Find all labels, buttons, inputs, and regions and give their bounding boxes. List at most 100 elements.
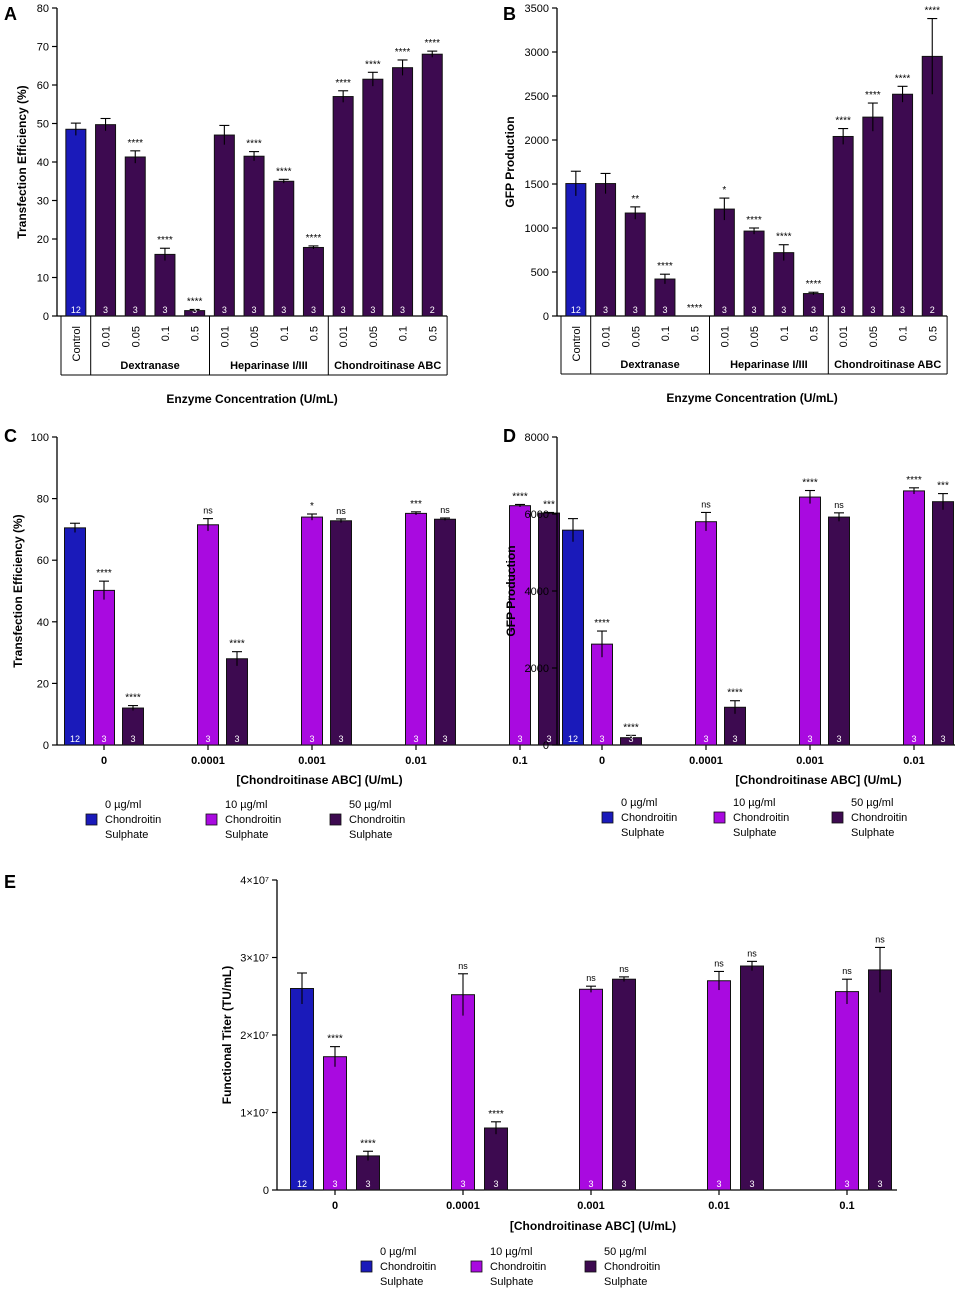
y-tick-label-B: 500 xyxy=(531,267,549,279)
x-tick-label-B: 0.1 xyxy=(660,326,672,341)
significance-label-E: ns xyxy=(619,964,629,974)
significance-label-C: *** xyxy=(543,499,555,510)
x-axis-title-E: [Chondroitinase ABC] (U/mL) xyxy=(510,1219,676,1233)
sample-size-label-E: 3 xyxy=(332,1179,337,1189)
bar-A xyxy=(392,67,414,317)
x-tick-label-C: 0.01 xyxy=(405,755,426,767)
bar-B xyxy=(595,183,617,317)
bar-E xyxy=(323,1056,347,1191)
y-tick-label-D: 2000 xyxy=(525,663,549,675)
x-tick-label-C: 0.0001 xyxy=(191,755,225,767)
legend-swatch-C xyxy=(329,813,342,826)
y-tick-label-B: 2500 xyxy=(525,91,549,103)
y-tick-label-C: 20 xyxy=(37,678,49,690)
x-tick-label-B: 0.5 xyxy=(927,326,939,341)
legend-label-C: Sulphate xyxy=(349,829,392,841)
significance-label-A: **** xyxy=(365,59,381,70)
sample-size-label-D: 3 xyxy=(807,734,812,744)
significance-label-A: **** xyxy=(246,139,262,150)
legend-swatch-C xyxy=(205,813,218,826)
x-axis-title-D: [Chondroitinase ABC] (U/mL) xyxy=(735,773,901,787)
significance-label-B: **** xyxy=(806,279,822,290)
sample-size-label-C: 3 xyxy=(338,734,343,744)
x-tick-label-A: 0.05 xyxy=(368,326,380,347)
legend-swatch-E xyxy=(470,1260,483,1273)
bar-A xyxy=(243,155,265,317)
legend-label-C: Sulphate xyxy=(225,829,268,841)
x-tick-label-A: 0.5 xyxy=(190,326,202,341)
x-axis-title-A: Enzyme Concentration (U/mL) xyxy=(166,392,337,406)
y-tick-label-E: 4×10⁷ xyxy=(240,875,269,887)
sample-size-label-B: 3 xyxy=(722,305,727,315)
sample-size-label-D: 3 xyxy=(732,734,737,744)
bar-B xyxy=(565,183,587,317)
bar-E xyxy=(290,988,314,1191)
legend-label-E: Sulphate xyxy=(604,1276,647,1288)
x-tick-label-B: 0.05 xyxy=(868,326,880,347)
significance-label-B: **** xyxy=(924,6,940,17)
sample-size-label-E: 3 xyxy=(844,1179,849,1189)
y-tick-label-B: 3000 xyxy=(525,47,549,59)
x-tick-label-E: 0.1 xyxy=(839,1200,854,1212)
x-tick-label-A: 0.1 xyxy=(398,326,410,341)
bar-A xyxy=(421,53,443,317)
x-tick-label-B: Control xyxy=(571,326,583,361)
bar-E xyxy=(835,991,859,1191)
x-tick-label-B: 0.5 xyxy=(690,326,702,341)
bar-A xyxy=(65,128,87,317)
significance-label-A: **** xyxy=(127,138,143,149)
bar-B xyxy=(713,208,735,317)
y-tick-label-B: 1000 xyxy=(525,223,549,235)
sample-size-label-B: 3 xyxy=(633,305,638,315)
sample-size-label-A: 3 xyxy=(222,305,227,315)
sample-size-label-C: 3 xyxy=(205,734,210,744)
significance-label-D: **** xyxy=(623,722,639,733)
significance-label-E: ns xyxy=(747,948,757,958)
y-tick-label-C: 80 xyxy=(37,494,49,506)
group-label-A: Chondroitinase ABC xyxy=(334,360,441,372)
significance-label-C: ns xyxy=(336,506,346,516)
legend-label-E: Chondroitin xyxy=(380,1261,436,1273)
legend-label-D: Chondroitin xyxy=(733,812,789,824)
sample-size-label-A: 3 xyxy=(103,305,108,315)
bar-C xyxy=(64,527,86,746)
sample-size-label-C: 3 xyxy=(130,734,135,744)
sample-size-label-C: 3 xyxy=(442,734,447,744)
significance-label-A: **** xyxy=(276,166,292,177)
bar-E xyxy=(868,969,892,1191)
x-tick-label-A: 0.5 xyxy=(427,326,439,341)
sample-size-label-D: 3 xyxy=(599,734,604,744)
bar-B xyxy=(862,116,884,317)
x-tick-label-D: 0.0001 xyxy=(689,755,723,767)
y-axis-title-E: Functional Titer (TU/mL) xyxy=(220,966,234,1104)
x-tick-label-E: 0.001 xyxy=(577,1200,605,1212)
significance-label-A: **** xyxy=(424,38,440,49)
bar-E xyxy=(451,994,475,1191)
sample-size-label-B: 3 xyxy=(603,305,608,315)
sample-size-label-C: 3 xyxy=(517,734,522,744)
bar-B xyxy=(743,230,765,317)
y-tick-label-D: 0 xyxy=(543,740,549,752)
bar-A xyxy=(332,96,354,317)
x-tick-label-A: Control xyxy=(71,326,83,361)
significance-label-B: **** xyxy=(865,90,881,101)
group-label-A: Dextranase xyxy=(120,360,179,372)
group-label-B: Dextranase xyxy=(620,359,679,371)
bar-A xyxy=(213,134,235,317)
y-tick-label-A: 0 xyxy=(43,311,49,323)
bar-E xyxy=(707,980,731,1191)
bar-D xyxy=(695,521,717,746)
bar-C xyxy=(330,520,352,746)
sample-size-label-A: 3 xyxy=(311,305,316,315)
bar-D xyxy=(799,496,821,746)
sample-size-label-D: 12 xyxy=(568,734,578,744)
sample-size-label-E: 3 xyxy=(877,1179,882,1189)
sample-size-label-A: 3 xyxy=(162,305,167,315)
bar-E xyxy=(612,978,636,1191)
legend-swatch-C xyxy=(85,813,98,826)
sample-size-label-C: 3 xyxy=(101,734,106,744)
sample-size-label-B: 3 xyxy=(900,305,905,315)
bar-B xyxy=(892,93,914,317)
panel-letter-C: C xyxy=(4,426,17,446)
sample-size-label-D: 3 xyxy=(911,734,916,744)
